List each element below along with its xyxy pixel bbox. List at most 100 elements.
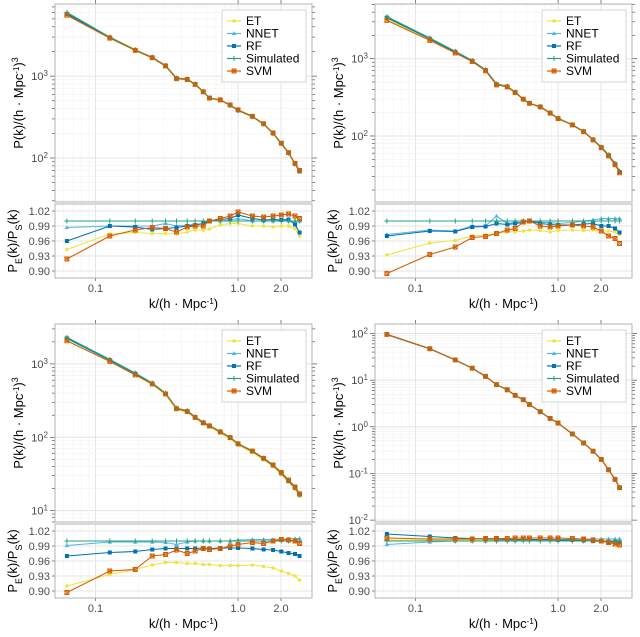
ratio-point <box>163 538 169 544</box>
ratio-point <box>64 218 70 224</box>
data-point <box>184 77 190 82</box>
ratio-point <box>217 218 223 224</box>
ratio-point <box>547 218 553 224</box>
x-tick-label: 1.0 <box>230 603 245 615</box>
text-part: S <box>334 545 344 551</box>
data-point <box>569 122 575 128</box>
text-part: 3 <box>10 57 20 62</box>
data-point <box>163 63 168 69</box>
ratio-point <box>261 564 266 569</box>
y-tick-label: 102 <box>351 128 368 143</box>
ratio-point <box>569 536 575 541</box>
data-point <box>227 102 233 108</box>
ratio-point <box>192 548 198 554</box>
text-part: 10 <box>31 506 43 518</box>
legend-label: SVM <box>566 384 592 398</box>
ratio-point <box>174 538 180 544</box>
ratio-point <box>236 213 241 217</box>
data-point <box>235 441 241 447</box>
text-part: (k)/P <box>5 551 20 578</box>
text-part: 1 <box>364 373 369 382</box>
ratio-point <box>606 218 612 224</box>
ratio-point <box>556 223 561 227</box>
ratio-point <box>293 222 298 227</box>
ratio-point <box>192 538 198 544</box>
legend-key-marker <box>552 44 556 48</box>
ratio-point <box>200 546 206 551</box>
ratio-point <box>107 224 112 228</box>
text-part: E <box>14 258 24 264</box>
ratio-point <box>235 216 241 221</box>
legend-label: RF <box>246 359 262 373</box>
ratio-point <box>494 213 499 218</box>
ratio-point <box>537 535 543 541</box>
text-part: P <box>5 264 20 273</box>
ratio-tick-label: 0.96 <box>29 236 50 248</box>
text-part: 10 <box>31 71 43 83</box>
ratio-point <box>163 546 168 551</box>
series-svm <box>64 12 303 262</box>
ratio-point <box>207 562 212 567</box>
text-part: -1 <box>332 66 341 74</box>
data-point <box>149 381 155 387</box>
text-part: -1 <box>527 617 535 626</box>
ratio-point <box>207 546 212 551</box>
ratio-point <box>249 540 255 545</box>
ratio-point <box>64 225 70 230</box>
text-part: 10 <box>351 329 363 341</box>
ratio-point <box>453 238 458 243</box>
ratio-point <box>504 227 510 233</box>
ratio-tick-label: 0.90 <box>349 266 370 278</box>
x-tick-label: 2.0 <box>593 603 608 615</box>
ratio-point <box>279 224 284 228</box>
ratio-point <box>538 228 543 233</box>
ratio-point <box>293 574 297 578</box>
ratio-point <box>217 538 223 544</box>
legend-label: Simulated <box>566 372 619 386</box>
data-point <box>163 391 168 397</box>
ratio-point <box>606 229 611 233</box>
ratio-point <box>201 562 206 567</box>
text-part: -1 <box>332 386 341 394</box>
ratio-point <box>547 224 553 230</box>
ratio-point <box>570 228 575 232</box>
data-point <box>207 95 212 101</box>
text-part: ) <box>11 62 26 66</box>
y-tick-label: 101 <box>351 373 368 388</box>
text-part: P(k)/(h · Mpc <box>11 393 26 469</box>
ratio-point <box>292 213 298 219</box>
main-panel-border <box>54 323 313 523</box>
ratio-point <box>520 538 526 544</box>
ratio-point <box>427 218 433 224</box>
ratio-tick-label: 0.93 <box>349 251 370 263</box>
ratio-point <box>286 211 292 217</box>
ratio-point <box>193 223 198 227</box>
ratio-point <box>483 538 489 544</box>
y-axis-title-ratio: PE(k)/PS(k) <box>5 209 24 272</box>
text-part: 2 <box>364 128 369 137</box>
data-point <box>520 397 526 403</box>
ratio-point <box>150 547 155 552</box>
ratio-point <box>65 247 69 252</box>
data-point <box>192 81 198 87</box>
ratio-point <box>384 234 389 238</box>
ratio-tick-label: 0.90 <box>29 586 50 598</box>
data-point <box>278 140 284 146</box>
ratio-point <box>590 218 596 224</box>
ratio-point <box>184 538 190 544</box>
ratio-point <box>453 229 458 234</box>
data-point <box>64 12 70 18</box>
text-part: P(k)/(h · Mpc <box>11 73 26 149</box>
ratio-point <box>512 538 518 544</box>
main-panel-border <box>374 3 633 203</box>
text-part: 10 <box>351 54 363 66</box>
ratio-point <box>150 563 155 567</box>
ratio-point <box>494 218 500 224</box>
ratio-point <box>297 218 303 224</box>
ratio-point <box>581 536 587 542</box>
ratio-point <box>163 560 168 565</box>
ratio-tick-label: 0.93 <box>349 571 370 583</box>
ratio-point <box>384 538 390 544</box>
text-part: S <box>334 225 344 231</box>
